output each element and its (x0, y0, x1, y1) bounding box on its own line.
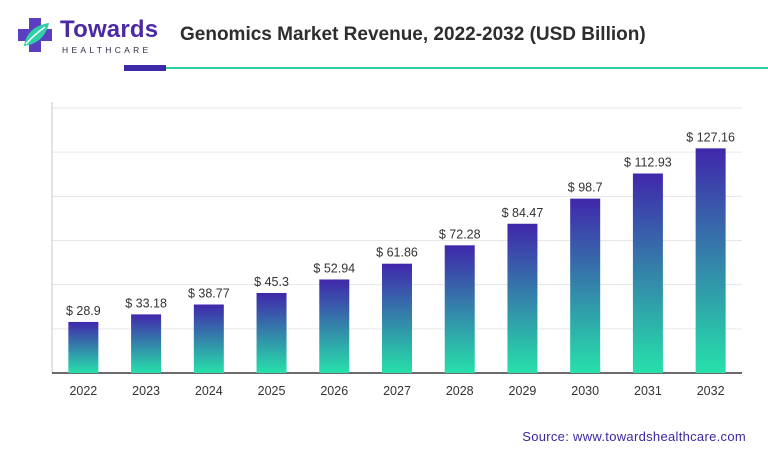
bar-2025 (256, 292, 287, 373)
bar-2031 (632, 173, 663, 373)
value-label-2031: $ 112.93 (624, 155, 672, 169)
x-tick-label-2023: 2023 (132, 384, 160, 398)
header-divider (166, 67, 768, 69)
x-tick-label-2031: 2031 (634, 384, 662, 398)
brand-logo: Towards HEALTHCARE (16, 14, 166, 60)
value-label-2027: $ 61.86 (376, 246, 418, 260)
bar-2032 (695, 148, 726, 373)
value-label-2024: $ 38.77 (188, 287, 230, 301)
chart-title: Genomics Market Revenue, 2022-2032 (USD … (180, 24, 646, 45)
x-tick-label-2030: 2030 (571, 384, 599, 398)
bar-2027 (382, 263, 412, 373)
value-label-2022: $ 28.9 (66, 304, 101, 318)
value-label-2028: $ 72.28 (439, 227, 481, 241)
x-tick-label-2022: 2022 (69, 384, 97, 398)
bar-2029 (507, 223, 538, 373)
value-label-2023: $ 33.18 (125, 296, 167, 310)
value-label-2029: $ 84.47 (502, 206, 544, 220)
header-accent-bar (124, 65, 166, 71)
x-tick-label-2026: 2026 (320, 384, 348, 398)
x-tick-label-2024: 2024 (195, 384, 223, 398)
bar-2024 (193, 304, 224, 373)
bar-2026 (319, 279, 350, 373)
x-tick-label-2029: 2029 (509, 384, 537, 398)
logo-name: Towards (60, 16, 159, 43)
bar-2030 (570, 198, 601, 373)
x-tick-label-2025: 2025 (258, 384, 286, 398)
value-label-2030: $ 98.7 (568, 181, 603, 195)
x-tick-label-2027: 2027 (383, 384, 411, 398)
bar-2022 (68, 321, 99, 373)
x-tick-label-2028: 2028 (446, 384, 474, 398)
value-label-2026: $ 52.94 (313, 261, 355, 275)
bar-2028 (444, 245, 475, 373)
value-label-2032: $ 127.16 (686, 130, 735, 144)
logo-subtitle: HEALTHCARE (62, 45, 152, 55)
plus-leaf-icon (18, 18, 52, 52)
value-label-2025: $ 45.3 (254, 275, 289, 289)
bar-2023 (131, 314, 162, 373)
source-note: Source: www.towardshealthcare.com (522, 429, 746, 444)
x-tick-label-2032: 2032 (697, 384, 725, 398)
